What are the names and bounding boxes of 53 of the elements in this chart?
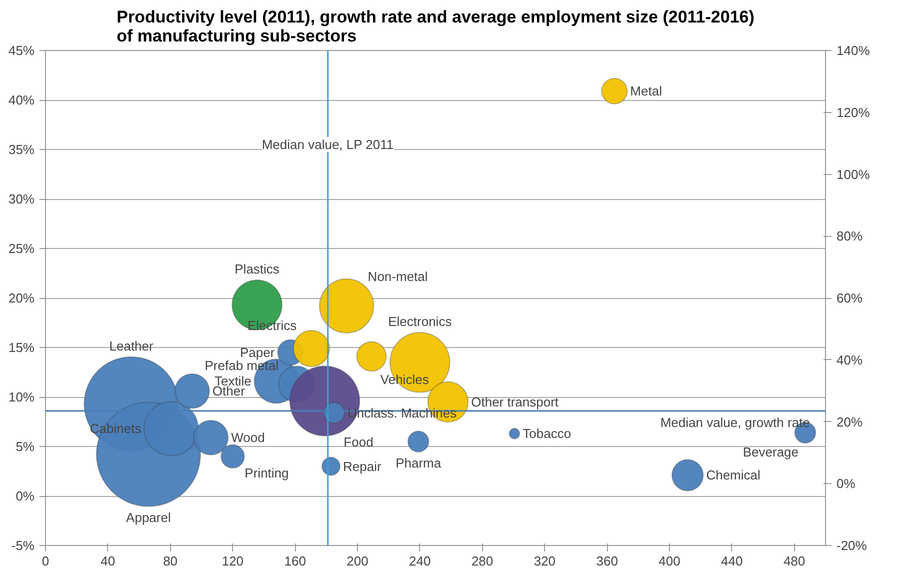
y2-tick-label: 140% <box>836 43 870 58</box>
y2-tick-label: 20% <box>836 414 863 430</box>
series-label: Tobacco <box>522 426 572 442</box>
series-label: Beverage <box>742 444 799 460</box>
y2-tick-label: 100% <box>836 166 870 182</box>
y2-tick-label: -20% <box>836 538 868 553</box>
series-label: Pharma <box>396 455 442 470</box>
x-tick-label: 200 <box>346 554 368 568</box>
series-label: Leather <box>109 338 154 354</box>
series-label: Repair <box>342 458 382 474</box>
series-label: Paper <box>240 344 276 360</box>
y2-tick-label: 60% <box>836 290 863 306</box>
series-label: Apparel <box>126 510 171 525</box>
x-tick-label: 320 <box>534 554 556 568</box>
series-label: Printing <box>244 465 289 480</box>
series-label: Other transport <box>471 394 559 410</box>
series-label: Cabinets <box>90 421 142 436</box>
x-tick-label: 40 <box>100 554 116 568</box>
series-label: Chemical <box>706 468 760 483</box>
y-tick-label: 20% <box>8 290 35 306</box>
y-tick-label: 10% <box>8 390 35 404</box>
series-label: Food <box>344 434 374 450</box>
x-tick-label: 280 <box>471 554 494 568</box>
x-tick-label: 240 <box>409 554 431 568</box>
y2-tick-label: 120% <box>836 104 870 120</box>
x-tick-label: 480 <box>783 554 806 568</box>
series-label: Non-metal <box>368 269 428 284</box>
x-tick-label: 0 <box>42 554 50 568</box>
y-tick-label: 30% <box>8 192 35 206</box>
x-tick-label: 440 <box>721 554 743 568</box>
x-tick-label: 80 <box>163 554 178 568</box>
x-tick-label: 400 <box>658 554 680 568</box>
ref-line-label: Median value, LP 2011 <box>262 137 394 152</box>
x-tick-label: 360 <box>596 554 618 568</box>
y-tick-label: 15% <box>8 340 35 355</box>
y2-tick-label: 80% <box>836 228 863 244</box>
series-label: Wood <box>231 430 265 446</box>
chart-title: Productivity level (2011), growth rate and average employment size (2011-2016) of manufacturing sub-sectors <box>116 8 754 46</box>
y2-tick-label: 40% <box>836 352 863 368</box>
series-label: Electronics <box>388 314 452 329</box>
y-tick-label: 5% <box>16 439 35 454</box>
y-tick-label: 0% <box>16 488 35 504</box>
y-tick-label: 25% <box>8 241 35 256</box>
y-tick-label: 40% <box>8 92 35 108</box>
y-tick-label: -5% <box>11 538 35 553</box>
x-tick-label: 120 <box>222 554 244 568</box>
y-tick-label: 35% <box>8 142 35 157</box>
series-label: Metal <box>630 84 662 99</box>
y-tick-label: 45% <box>8 43 35 58</box>
y2-tick-label: 0% <box>836 476 856 492</box>
ref-line-label: Median value, growth rate <box>660 414 810 430</box>
series-label: Plastics <box>234 261 280 276</box>
x-tick-label: 160 <box>284 554 306 568</box>
